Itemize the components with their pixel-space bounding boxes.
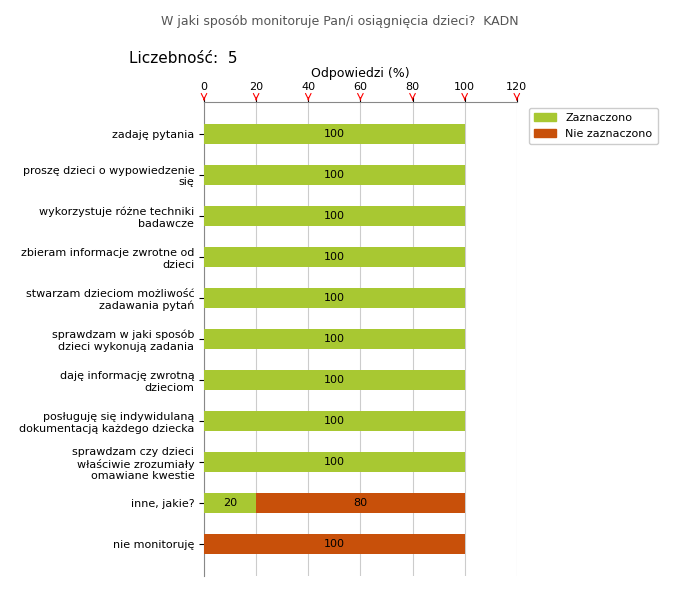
Text: 20: 20	[223, 498, 237, 508]
Text: Liczebność:  5: Liczebność: 5	[129, 51, 238, 66]
Bar	[204, 164, 464, 185]
Bar	[204, 493, 256, 514]
Text: 80: 80	[354, 498, 367, 508]
Bar	[204, 329, 464, 349]
Bar	[204, 370, 464, 390]
Text: 100: 100	[324, 375, 345, 385]
Text: W jaki sposób monitoruje Pan/i osiągnięcia dzieci?  KADN: W jaki sposób monitoruje Pan/i osiągnięc…	[161, 15, 519, 28]
Text: 100: 100	[324, 416, 345, 426]
Bar	[204, 411, 464, 431]
Bar	[204, 288, 464, 308]
Text: 100: 100	[324, 129, 345, 139]
Text: 100: 100	[324, 211, 345, 221]
Bar	[204, 206, 464, 226]
Bar	[204, 452, 464, 472]
Bar	[256, 493, 464, 514]
Bar	[204, 124, 464, 144]
X-axis label: Odpowiedzi (%): Odpowiedzi (%)	[311, 67, 410, 80]
Text: 100: 100	[324, 170, 345, 180]
Bar	[204, 247, 464, 267]
Text: 100: 100	[324, 539, 345, 549]
Text: 100: 100	[324, 293, 345, 303]
Text: 100: 100	[324, 252, 345, 262]
Legend: Zaznaczono, Nie zaznaczono: Zaznaczono, Nie zaznaczono	[528, 107, 658, 144]
Bar	[204, 534, 464, 554]
Text: 100: 100	[324, 334, 345, 344]
Text: 100: 100	[324, 457, 345, 467]
